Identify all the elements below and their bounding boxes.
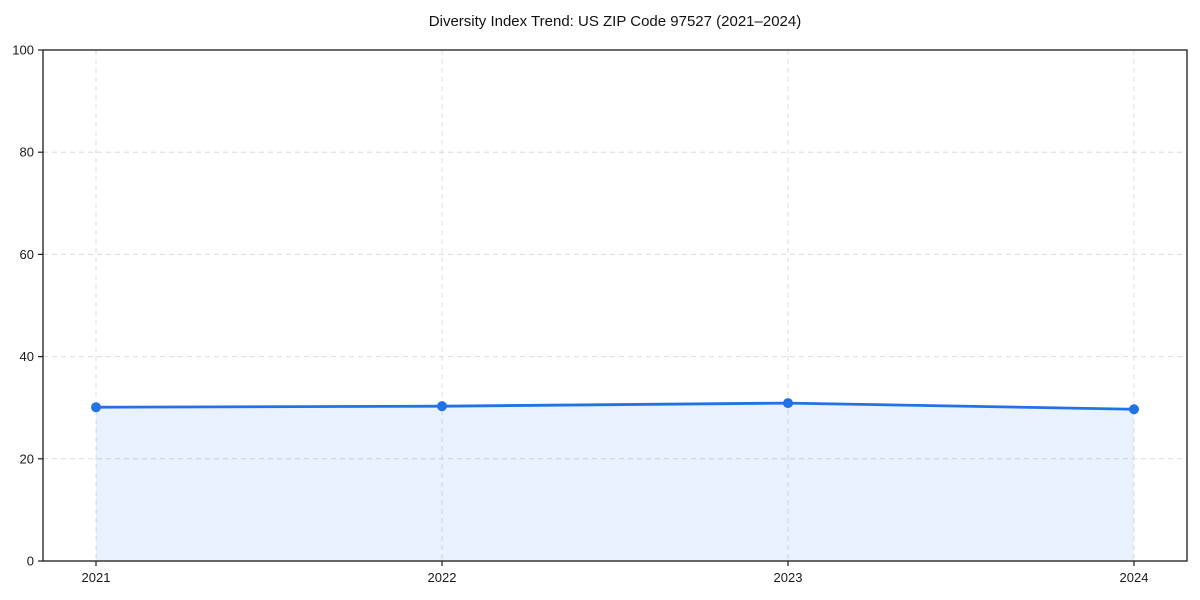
data-point-marker (1129, 404, 1139, 415)
y-tick-label: 40 (20, 349, 34, 364)
y-tick-label: 0 (27, 554, 34, 569)
x-tick-label: 2021 (82, 570, 111, 585)
data-point-marker (91, 402, 101, 413)
x-tick-label: 2023 (774, 570, 803, 585)
x-tick-label: 2022 (428, 570, 457, 585)
data-point-marker (437, 401, 447, 412)
x-tick-label: 2024 (1120, 570, 1149, 585)
trend-line (94, 401, 1136, 411)
y-tick-label: 60 (20, 247, 34, 262)
data-point-marker (783, 398, 793, 409)
area-fill (96, 403, 1134, 561)
y-tick-label: 20 (20, 451, 34, 466)
chart-title: Diversity Index Trend: US ZIP Code 97527… (428, 13, 802, 30)
y-tick-label: 100 (12, 43, 34, 58)
y-tick-label: 80 (20, 145, 34, 160)
plot-frame (42, 49, 1188, 562)
